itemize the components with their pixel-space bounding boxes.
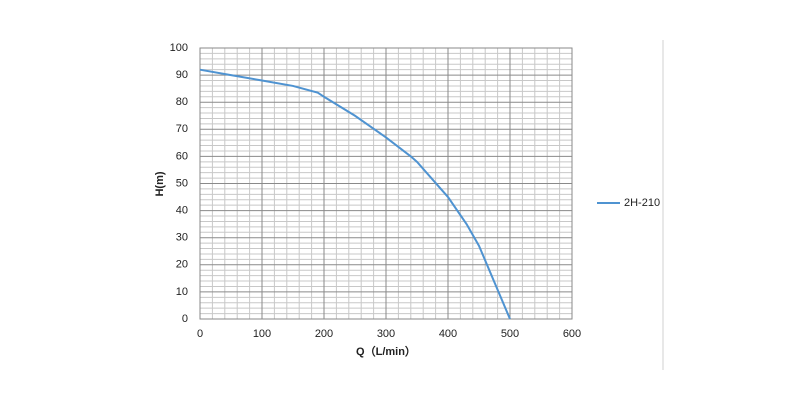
y-axis-label: H(m) xyxy=(154,171,166,196)
x-tick-label: 200 xyxy=(315,328,333,340)
y-tick-label: 10 xyxy=(176,286,188,298)
y-tick-label: 30 xyxy=(176,232,188,244)
legend-label: 2H-210 xyxy=(624,197,660,209)
y-tick-label: 50 xyxy=(176,177,188,189)
plot-border xyxy=(199,47,573,320)
x-tick-label: 100 xyxy=(253,328,271,340)
y-tick-label: 20 xyxy=(176,259,188,271)
x-tick-label: 400 xyxy=(439,328,457,340)
x-tick-label: 0 xyxy=(197,328,203,340)
x-axis-label: Q（L/min） xyxy=(356,345,416,358)
y-tick-label: 90 xyxy=(176,69,188,81)
y-tick-label: 40 xyxy=(176,205,188,217)
x-tick-label: 600 xyxy=(563,328,581,340)
y-tick-label: 60 xyxy=(176,150,188,162)
x-tick-label: 300 xyxy=(377,328,395,340)
series-line xyxy=(199,68,511,320)
y-tick-label: 80 xyxy=(176,96,188,108)
y-tick-label: 70 xyxy=(176,123,188,135)
y-tick-label: 0 xyxy=(182,313,188,325)
x-tick-label: 500 xyxy=(501,328,519,340)
y-tick-label: 100 xyxy=(170,42,188,54)
